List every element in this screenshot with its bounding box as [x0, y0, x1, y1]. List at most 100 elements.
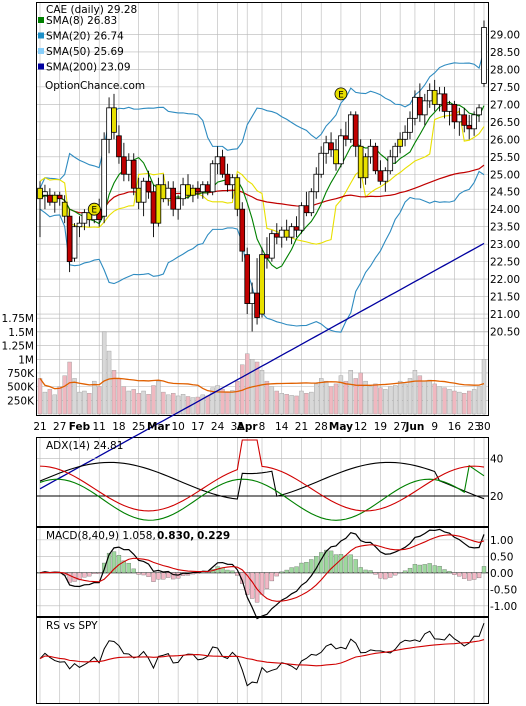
candle-body — [180, 184, 186, 200]
adx-tick-label: 20 — [490, 491, 503, 503]
adx-line — [39, 461, 485, 500]
macd-histogram-bar — [156, 572, 161, 580]
x-tick-label: 10 — [171, 421, 184, 433]
price-tick-label: 28.50 — [490, 47, 520, 59]
macd-histogram-bar — [437, 565, 442, 573]
macd-histogram-bar — [225, 569, 230, 573]
volume-bar — [244, 353, 250, 415]
price-tick-label: 21.00 — [490, 309, 520, 321]
volume-bar — [166, 394, 171, 415]
candle-body — [56, 194, 63, 200]
macd-histogram-bar — [126, 562, 131, 573]
candle-body — [155, 184, 162, 224]
candle-body — [402, 131, 408, 140]
volume-bar — [358, 372, 363, 415]
macd-histogram-bar — [141, 572, 146, 576]
candle-body — [347, 114, 354, 140]
volume-bar — [388, 386, 393, 415]
volume-bar — [72, 378, 77, 415]
macd-histogram-bar — [432, 565, 437, 573]
x-tick-label: 11 — [93, 421, 106, 433]
x-tick-label: 27 — [53, 421, 66, 433]
candle-body — [264, 254, 270, 259]
volume-bar — [279, 393, 284, 415]
macd-histogram-bar — [338, 554, 344, 573]
volume-tick-label: 1.5M — [8, 327, 34, 339]
volume-bar — [442, 387, 447, 415]
rs-average-line — [39, 639, 485, 667]
macd-hist-value: 0.229 — [197, 530, 230, 542]
candle-body — [254, 292, 260, 318]
macd-histogram-bar — [417, 564, 423, 573]
candle-body — [140, 180, 147, 203]
candle-body — [328, 142, 334, 151]
volume-bar — [328, 386, 334, 415]
macd-label: MACD(8,40,9) 1.058, — [46, 530, 156, 542]
candle-body — [293, 226, 300, 231]
candle-body — [126, 159, 132, 175]
candle-body — [377, 170, 384, 182]
candle-body — [37, 187, 43, 200]
candle-body — [431, 89, 438, 105]
price-tick-label: 25.00 — [490, 169, 520, 181]
candle-body — [278, 229, 285, 238]
candle-body — [145, 180, 152, 193]
macd-line — [39, 528, 485, 620]
volume-bar — [254, 361, 260, 415]
volume-bar — [175, 395, 181, 415]
price-tick-label: 26.50 — [490, 117, 520, 129]
macd-histogram-bar — [388, 572, 393, 578]
candle-body — [283, 229, 290, 238]
price-tick-label: 25.50 — [490, 152, 520, 164]
macd-histogram-bar — [304, 562, 309, 573]
candle-body — [357, 145, 364, 179]
volume-bar — [82, 390, 87, 415]
macd-histogram-bar — [146, 572, 151, 577]
x-tick-label: 17 — [191, 421, 204, 433]
candle-layer: EE — [37, 20, 487, 332]
x-tick-label: 31 — [231, 421, 244, 433]
x-tick-label: Jun — [405, 421, 425, 433]
volume-layer — [37, 331, 487, 415]
macd-histogram-bar — [82, 572, 87, 578]
candle-body — [71, 226, 78, 259]
macd-histogram-bar — [279, 571, 284, 573]
macd-histogram-bar — [471, 572, 477, 580]
candle-body — [313, 173, 320, 193]
macd-histogram-bar — [171, 572, 176, 580]
candle-body — [239, 208, 246, 252]
volume-tick-label: 1M — [18, 354, 34, 366]
rs-label: RS vs SPY — [46, 620, 98, 632]
candle-body — [461, 114, 468, 126]
macd-histogram-bar — [67, 572, 72, 583]
candle-body — [199, 184, 206, 193]
candle-body — [456, 114, 463, 123]
macd-histogram-bar — [328, 550, 334, 573]
volume-bar — [101, 331, 107, 415]
sma200-line — [39, 242, 485, 490]
candle-body — [214, 156, 221, 165]
volume-bar — [319, 378, 324, 415]
macd-histogram-bar — [358, 567, 363, 573]
candle-body — [101, 138, 107, 217]
macd-histogram-bar — [412, 564, 418, 573]
rs-panel — [36, 617, 489, 704]
macd-histogram-bar — [269, 572, 275, 582]
candle-body — [273, 233, 280, 238]
candle-body — [466, 124, 472, 130]
macd-histogram-bar — [363, 569, 368, 573]
volume-bar — [274, 390, 279, 415]
candle-body — [165, 187, 172, 200]
price-tick-label: 23.50 — [490, 222, 520, 234]
legend-swatch — [38, 17, 44, 23]
candle-body — [244, 254, 251, 304]
volume-bar — [225, 391, 230, 415]
price-tick-label: 28.00 — [490, 64, 520, 76]
volume-bar — [146, 394, 151, 415]
volume-bar — [62, 375, 67, 415]
volume-bar — [422, 380, 427, 415]
macd-histogram-bar — [259, 572, 265, 595]
macd-histogram-bar — [131, 568, 136, 573]
